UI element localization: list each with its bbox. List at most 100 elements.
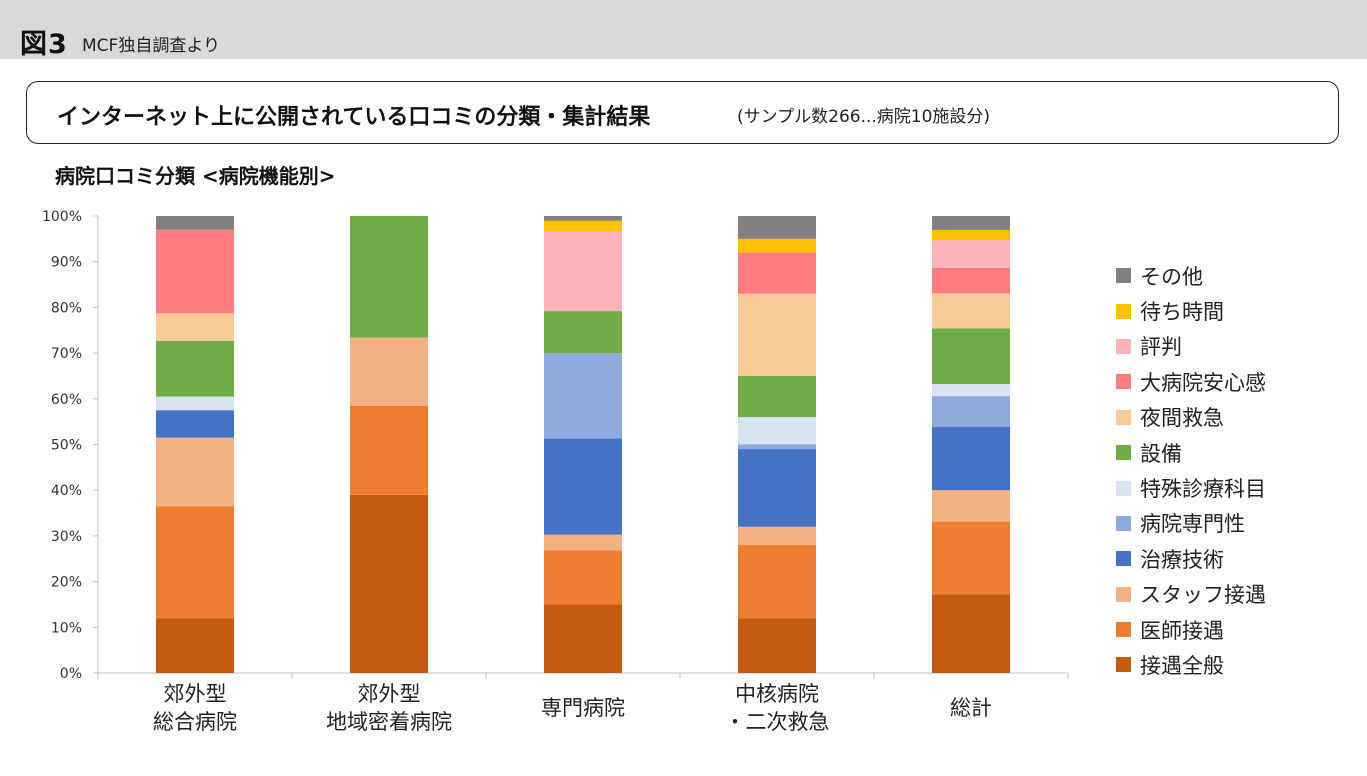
legend-item: 大病院安心感 bbox=[1116, 364, 1356, 399]
figure-label: 図3 bbox=[20, 29, 68, 60]
bar-segment bbox=[932, 384, 1010, 397]
y-tick-label: 90% bbox=[51, 255, 82, 271]
bar-segment bbox=[544, 311, 622, 354]
legend-swatch bbox=[1116, 515, 1131, 531]
bar-segment bbox=[932, 240, 1010, 268]
legend-swatch bbox=[1116, 303, 1131, 319]
bar-segment bbox=[156, 313, 234, 341]
legend-swatch bbox=[1116, 622, 1131, 638]
bar-segment bbox=[156, 229, 234, 314]
bar-segment bbox=[932, 328, 1010, 385]
legend-item: 特殊診療科目 bbox=[1116, 470, 1356, 505]
y-tick-label: 30% bbox=[51, 529, 82, 545]
x-category-label: 地域密着病院 bbox=[326, 710, 452, 734]
x-category-label: 郊外型 bbox=[164, 682, 227, 706]
legend-label: 特殊診療科目 bbox=[1140, 477, 1266, 502]
bar-segment bbox=[156, 216, 234, 230]
legend-label: その他 bbox=[1140, 264, 1203, 289]
bar-segment bbox=[544, 534, 622, 551]
bar-segment bbox=[544, 220, 622, 232]
x-category-label: 総計 bbox=[950, 696, 992, 720]
x-category-label: 中核病院 bbox=[735, 682, 819, 706]
bar-segment bbox=[738, 293, 816, 376]
legend-swatch bbox=[1116, 657, 1131, 673]
y-tick-label: 80% bbox=[51, 300, 82, 316]
bar-segment bbox=[350, 216, 428, 338]
legend-label: 夜間救急 bbox=[1140, 406, 1224, 431]
legend-item: 評判 bbox=[1116, 329, 1356, 364]
bar-segment bbox=[738, 238, 816, 253]
figure-source: MCF独自調査より bbox=[82, 36, 220, 56]
legend-swatch bbox=[1116, 374, 1131, 390]
x-category-label: 郊外型 bbox=[358, 682, 421, 706]
bar-segment bbox=[932, 229, 1010, 241]
legend-swatch bbox=[1116, 445, 1131, 461]
bar-segment bbox=[350, 337, 428, 406]
legend-label: 病院専門性 bbox=[1140, 512, 1245, 537]
legend-label: 評判 bbox=[1140, 335, 1182, 360]
bar-segment bbox=[738, 444, 816, 450]
x-category-label: 総合病院 bbox=[153, 710, 237, 734]
legend-item: 待ち時間 bbox=[1116, 293, 1356, 328]
bar-segment bbox=[932, 426, 1010, 491]
chart-heading: 病院口コミ分類 <病院機能別> bbox=[55, 164, 336, 188]
legend-label: 設備 bbox=[1140, 441, 1182, 466]
bar-segment bbox=[156, 437, 234, 507]
chart-legend: その他待ち時間評判大病院安心感 夜間救急設備特殊診療科目 病院専門性治療技術スタッフ… bbox=[1116, 258, 1356, 683]
legend-label: 医師接遇 bbox=[1140, 618, 1224, 643]
legend-swatch bbox=[1116, 480, 1131, 496]
bar-segment bbox=[932, 267, 1010, 294]
legend-swatch bbox=[1116, 551, 1131, 567]
bar-segment bbox=[932, 594, 1010, 673]
y-tick-label: 20% bbox=[51, 575, 82, 591]
title-subtitle: (サンプル数266...病院10施設分) bbox=[737, 107, 991, 127]
legend-item: 医師接遇 bbox=[1116, 612, 1356, 647]
bar-segment bbox=[156, 340, 234, 397]
y-tick-label: 60% bbox=[51, 392, 82, 408]
legend-item: スタッフ接遇 bbox=[1116, 577, 1356, 612]
bar-segment bbox=[350, 405, 428, 495]
bar-segment bbox=[156, 618, 234, 673]
bar-segment bbox=[544, 550, 622, 605]
legend-swatch bbox=[1116, 586, 1131, 602]
bar-segment bbox=[932, 293, 1010, 329]
legend-item: 病院専門性 bbox=[1116, 506, 1356, 541]
title-main: インターネット上に公開されている口コミの分類・集計結果 bbox=[57, 105, 651, 130]
legend-item: 設備 bbox=[1116, 435, 1356, 470]
bar-segment bbox=[738, 375, 816, 418]
y-tick-label: 40% bbox=[51, 483, 82, 499]
bar-segment bbox=[738, 449, 816, 527]
legend-label: 大病院安心感 bbox=[1140, 370, 1266, 395]
bar-segment bbox=[544, 438, 622, 535]
bar-segment bbox=[932, 216, 1010, 230]
legend-swatch bbox=[1116, 409, 1131, 425]
bar-segment bbox=[738, 618, 816, 673]
legend-item: その他 bbox=[1116, 258, 1356, 293]
bar-segment bbox=[932, 521, 1010, 595]
bar-segment bbox=[544, 216, 622, 221]
x-category-label: 専門病院 bbox=[541, 696, 625, 720]
y-tick-label: 10% bbox=[51, 620, 82, 636]
y-tick-label: 0% bbox=[60, 666, 82, 682]
y-tick-label: 50% bbox=[51, 438, 82, 454]
legend-label: 治療技術 bbox=[1140, 547, 1224, 572]
bar-segment bbox=[544, 231, 622, 312]
legend-label: スタッフ接遇 bbox=[1140, 583, 1266, 608]
y-tick-label: 70% bbox=[51, 346, 82, 362]
legend-label: 接遇全般 bbox=[1140, 653, 1224, 678]
bar-segment bbox=[932, 396, 1010, 427]
bar-segment bbox=[350, 494, 428, 673]
bar-segment bbox=[156, 410, 234, 438]
bar-segment bbox=[544, 353, 622, 439]
legend-swatch bbox=[1116, 268, 1131, 284]
legend-item: 治療技術 bbox=[1116, 541, 1356, 576]
y-tick-label: 100% bbox=[42, 209, 82, 225]
bar-segment bbox=[738, 417, 816, 445]
legend-swatch bbox=[1116, 338, 1131, 354]
bar-segment bbox=[544, 604, 622, 673]
bar-segment bbox=[738, 252, 816, 294]
legend-item: 接遇全般 bbox=[1116, 647, 1356, 682]
bar-segment bbox=[738, 526, 816, 546]
bar-segment bbox=[156, 396, 234, 411]
stacked-bar-chart: 0% 10% 20% 30% 40% 50% 60% 70% 80% 90% 100% 郊外型総合病院… bbox=[42, 209, 1069, 734]
